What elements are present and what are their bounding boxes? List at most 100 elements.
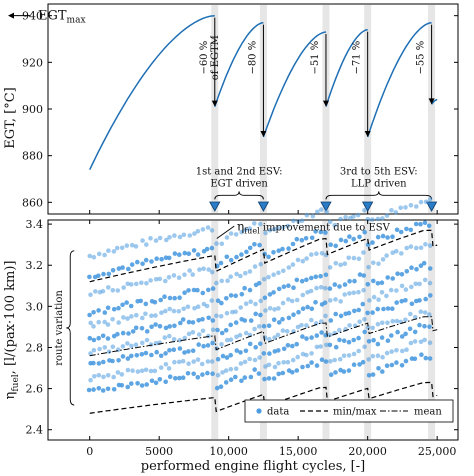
data-point bbox=[140, 340, 145, 346]
data-point bbox=[248, 318, 254, 323]
data-point bbox=[162, 294, 167, 300]
data-point bbox=[120, 330, 126, 336]
data-point bbox=[313, 300, 318, 305]
data-point bbox=[256, 280, 262, 286]
data-point bbox=[252, 221, 257, 226]
data-point bbox=[346, 255, 352, 261]
data-point bbox=[275, 332, 281, 338]
data-point bbox=[195, 252, 201, 257]
data-point bbox=[200, 317, 205, 322]
data-point bbox=[417, 298, 422, 303]
data-point bbox=[384, 253, 389, 258]
data-point bbox=[275, 225, 281, 231]
esv-marker-1 bbox=[209, 201, 221, 212]
data-point bbox=[385, 338, 391, 344]
data-point bbox=[196, 342, 201, 347]
data-point bbox=[261, 323, 267, 329]
data-point bbox=[91, 310, 96, 315]
data-point bbox=[356, 289, 361, 295]
data-point bbox=[106, 349, 112, 355]
data-point bbox=[398, 205, 404, 211]
reduction-label-4: −71 % bbox=[352, 41, 363, 75]
data-point bbox=[163, 325, 169, 331]
fuel-y-axis-label: ηfuel, [l/(pax·100 km)] bbox=[3, 261, 21, 400]
egt-series bbox=[89, 14, 438, 171]
data-point bbox=[403, 287, 409, 292]
egt-curve-segment-5 bbox=[366, 21, 432, 138]
data-point bbox=[403, 298, 408, 303]
data-point bbox=[186, 319, 192, 325]
data-point bbox=[281, 360, 287, 365]
data-point bbox=[309, 252, 314, 257]
x-tick-label: 10,000 bbox=[209, 445, 248, 458]
data-point bbox=[102, 310, 108, 315]
data-point bbox=[224, 355, 230, 360]
data-point bbox=[295, 257, 301, 263]
data-point bbox=[375, 341, 381, 347]
data-point bbox=[224, 254, 230, 260]
data-point bbox=[115, 331, 120, 337]
legend-data-marker bbox=[256, 408, 262, 414]
route-variation-brace bbox=[66, 250, 75, 406]
data-point bbox=[125, 356, 131, 361]
esv-band-bottom-3 bbox=[322, 221, 330, 439]
data-point bbox=[97, 346, 102, 352]
data-point bbox=[272, 226, 277, 232]
data-point bbox=[305, 304, 310, 310]
data-point bbox=[105, 386, 111, 392]
data-point bbox=[276, 320, 282, 325]
data-point bbox=[394, 348, 399, 353]
data-point bbox=[110, 317, 115, 322]
data-point bbox=[220, 370, 225, 375]
data-point bbox=[228, 366, 234, 372]
data-point bbox=[209, 269, 215, 275]
data-point bbox=[167, 374, 173, 380]
data-point bbox=[171, 347, 177, 353]
data-point bbox=[427, 197, 433, 202]
data-point bbox=[105, 322, 111, 327]
data-point bbox=[337, 337, 342, 343]
data-point bbox=[272, 349, 278, 354]
x-tick-label: 25,000 bbox=[418, 445, 457, 458]
data-point bbox=[328, 242, 334, 247]
data-point bbox=[408, 311, 413, 317]
data-point bbox=[256, 324, 262, 329]
data-point bbox=[342, 292, 348, 297]
data-point bbox=[271, 272, 276, 278]
data-point bbox=[428, 293, 433, 298]
data-point bbox=[167, 333, 172, 339]
data-point bbox=[100, 288, 106, 294]
data-point bbox=[385, 235, 390, 240]
data-point bbox=[177, 234, 183, 240]
data-point bbox=[403, 331, 408, 337]
data-point bbox=[134, 281, 139, 287]
data-point bbox=[228, 352, 233, 358]
data-point bbox=[258, 341, 263, 347]
data-point bbox=[404, 245, 410, 251]
data-point bbox=[351, 290, 357, 296]
data-point bbox=[205, 359, 211, 364]
data-point bbox=[153, 277, 159, 282]
data-point bbox=[422, 323, 427, 329]
data-point bbox=[209, 245, 215, 251]
data-point bbox=[105, 373, 111, 378]
data-point bbox=[300, 292, 306, 298]
fuel-y-tick-label: 2.6 bbox=[26, 383, 44, 396]
data-point bbox=[219, 330, 225, 336]
data-point bbox=[116, 266, 122, 271]
data-point bbox=[389, 208, 394, 213]
data-point bbox=[185, 371, 191, 376]
data-point bbox=[362, 329, 368, 335]
data-point bbox=[399, 251, 404, 256]
data-point bbox=[304, 336, 309, 341]
data-point bbox=[253, 311, 258, 317]
esv-band-bottom-5 bbox=[428, 221, 436, 439]
fuel-x-axis: 0 5000 10,000 15,000 20,000 25,000 bbox=[86, 220, 456, 458]
data-point bbox=[280, 316, 285, 322]
data-point bbox=[157, 276, 163, 282]
data-point bbox=[280, 300, 286, 306]
data-point bbox=[323, 285, 328, 291]
data-point bbox=[267, 306, 273, 311]
data-point bbox=[365, 242, 371, 247]
data-point bbox=[242, 285, 247, 291]
